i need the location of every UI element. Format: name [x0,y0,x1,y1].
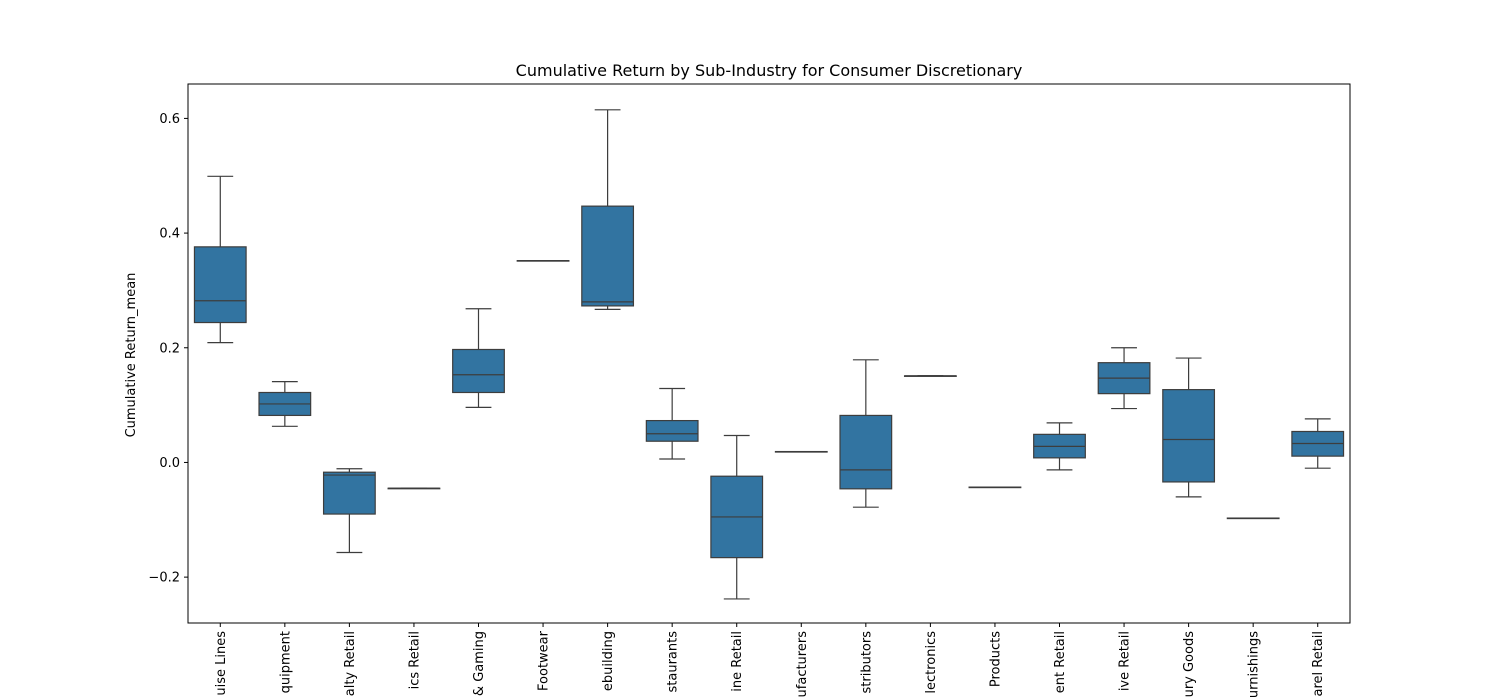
iqr-box [1162,389,1216,483]
x-tick-label: Products [988,631,1003,687]
box-series [193,109,1345,600]
iqr-box [193,246,247,324]
box-5 [452,308,505,408]
y-tick-label: 0.0 [159,456,180,471]
y-tick-label: 0.4 [159,227,180,242]
x-tick-label: urnishings [1247,631,1262,698]
x-tick-label: staurants [666,631,681,693]
box-10 [774,450,828,453]
x-tick-label: ics Retail [407,631,422,689]
box-3 [322,468,376,554]
x-tick-label: ent Retail [1053,631,1068,693]
box-16 [1162,357,1216,498]
x-tick-label: uise Lines [214,631,229,696]
x-tick-label: stributors [859,631,874,694]
box-11 [839,359,893,508]
box-9 [710,434,764,600]
y-tick-label: 0.2 [159,341,180,356]
iqr-box [322,471,376,515]
x-tick-label: ive Retail [1118,631,1133,691]
x-tick-label: & Gaming [472,631,487,696]
box-7 [581,109,635,310]
x-tick-label: Footwear [537,630,552,691]
box-13 [968,486,1022,489]
x-tick-label: quipment [278,631,293,693]
x-tick-label: ufacturers [795,631,810,698]
x-axis: uise Lines quipment alty Retail ics Retail &… [214,623,1326,698]
box-4 [387,487,441,490]
chart-title: Cumulative Return by Sub-Industry for Co… [516,61,1023,80]
iqr-box [581,205,635,307]
box-12 [903,375,957,377]
box-2 [258,380,312,427]
plot-frame [187,83,1351,624]
y-axis-label: Cumulative Return_mean [124,273,139,438]
y-tick-label: −0.2 [148,571,180,586]
box-14 [1033,422,1086,471]
y-tick-label: 0.6 [159,112,180,127]
box-8 [645,387,699,460]
box-6 [516,260,570,262]
x-tick-label: ury Goods [1182,631,1197,698]
box-1 [193,175,247,344]
x-tick-label: alty Retail [343,631,358,696]
iqr-box [839,414,893,490]
box-15 [1097,347,1151,410]
iqr-box [645,419,699,442]
box-18 [1291,418,1345,469]
x-tick-label: ebuilding [601,631,616,691]
x-tick-label: arel Retail [1311,631,1326,697]
x-tick-label: lectronics [924,631,939,694]
box-17 [1226,517,1280,520]
x-tick-label: ine Retail [730,631,745,692]
y-axis: −0.2 0.0 0.2 0.4 0.6 [148,112,188,586]
iqr-box [452,348,505,394]
